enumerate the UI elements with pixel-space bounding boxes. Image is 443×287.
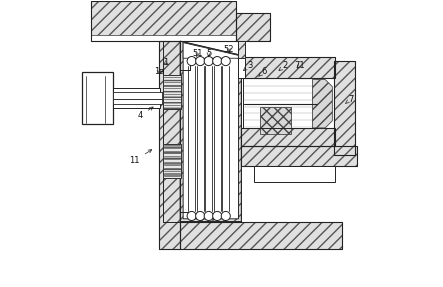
Circle shape xyxy=(187,212,196,220)
Circle shape xyxy=(196,57,205,66)
Bar xyxy=(180,222,342,249)
Bar xyxy=(243,78,317,128)
Bar xyxy=(238,41,245,58)
Bar xyxy=(334,61,355,155)
Bar xyxy=(163,75,181,109)
Bar xyxy=(236,13,270,41)
Text: 51: 51 xyxy=(192,49,202,59)
Text: 5: 5 xyxy=(206,49,211,59)
Bar xyxy=(260,106,291,133)
Text: 11: 11 xyxy=(129,150,152,165)
Polygon shape xyxy=(183,42,238,58)
Text: 52: 52 xyxy=(223,45,234,54)
Bar xyxy=(241,146,357,166)
Text: 1: 1 xyxy=(163,58,169,67)
Bar xyxy=(91,1,236,36)
Circle shape xyxy=(187,57,196,66)
Bar xyxy=(163,144,181,178)
Circle shape xyxy=(204,212,213,220)
Polygon shape xyxy=(183,42,238,219)
Text: 6: 6 xyxy=(259,67,267,77)
Bar xyxy=(91,1,236,41)
Circle shape xyxy=(204,57,213,66)
Circle shape xyxy=(221,212,230,220)
Polygon shape xyxy=(180,41,241,222)
Circle shape xyxy=(213,57,222,66)
Bar xyxy=(238,41,245,58)
Bar xyxy=(241,57,335,78)
Circle shape xyxy=(221,57,230,66)
Circle shape xyxy=(213,212,222,220)
Text: 7: 7 xyxy=(346,95,354,104)
Bar xyxy=(163,144,181,178)
Text: 2: 2 xyxy=(279,61,288,71)
Bar xyxy=(159,41,180,249)
Bar xyxy=(159,41,180,249)
Bar xyxy=(180,222,342,249)
Text: 4: 4 xyxy=(138,107,153,120)
Text: 3: 3 xyxy=(243,61,253,71)
Text: 71: 71 xyxy=(294,61,305,70)
Bar xyxy=(238,41,245,78)
Circle shape xyxy=(196,212,205,220)
Bar xyxy=(113,92,162,100)
Bar xyxy=(236,13,270,41)
Bar xyxy=(82,72,113,124)
Bar xyxy=(113,99,162,104)
Bar xyxy=(254,166,335,182)
Text: 1a: 1a xyxy=(154,67,164,75)
Bar xyxy=(113,88,160,108)
Bar xyxy=(163,75,181,109)
Bar xyxy=(241,128,335,146)
Bar xyxy=(241,128,335,146)
Polygon shape xyxy=(312,79,332,128)
Bar xyxy=(334,61,355,155)
Bar xyxy=(241,146,357,166)
Bar xyxy=(241,57,335,78)
